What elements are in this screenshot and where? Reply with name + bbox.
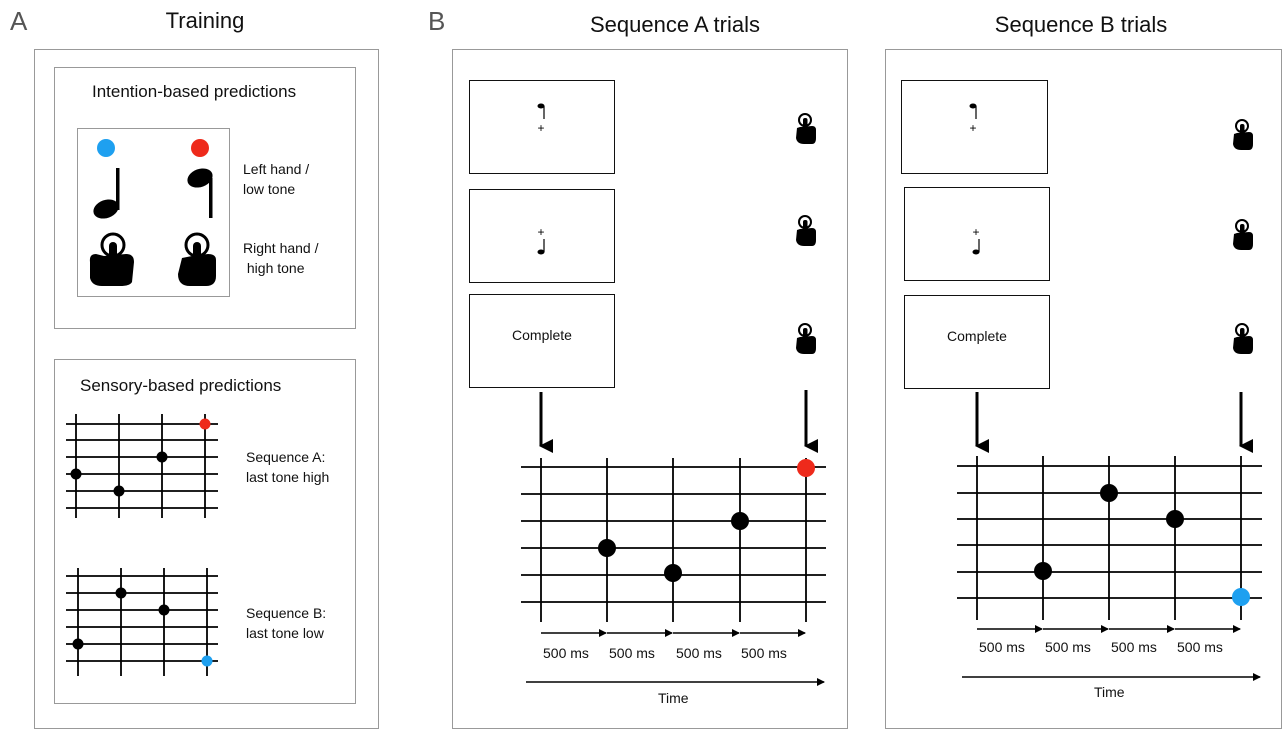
seq-b-interval-4: 500 ms	[1177, 639, 1223, 655]
right-hand-tap-icon	[178, 232, 216, 286]
low-tone-note-icon	[93, 168, 120, 219]
seq-b-interval-1: 500 ms	[979, 639, 1025, 655]
right-red-dot	[191, 139, 209, 157]
panel-b-letter: B	[428, 6, 446, 36]
seq-b-complete-text: Complete	[947, 328, 1007, 344]
seq-b-trial-note-3	[1166, 510, 1184, 528]
tap-hand-icon	[1232, 119, 1254, 151]
seq-a-screen-2-note-icon: +	[537, 225, 545, 255]
seq-b-screen-2	[904, 187, 1050, 281]
seq-a-label: Sequence A: last tone high	[246, 447, 329, 487]
seq-a-screen-1-note-icon: +	[537, 103, 545, 135]
seq-a-screen-3: Complete	[469, 294, 615, 388]
seq-b-time-label: Time	[1094, 684, 1125, 700]
seq-a-trials-title: Sequence A trials	[589, 12, 760, 37]
tap-hand-icon	[795, 323, 817, 355]
seq-a-interval-2: 500 ms	[609, 645, 655, 661]
sequence-a-staff	[66, 414, 218, 518]
seq-b-interval-3: 500 ms	[1111, 639, 1157, 655]
sensory-title: Sensory-based predictions	[80, 376, 282, 395]
seq-b-note-4-low	[201, 655, 213, 667]
seq-a-complete-text: Complete	[512, 327, 572, 343]
intention-title: Intention-based predictions	[92, 82, 297, 101]
seq-a-note-2	[113, 485, 125, 497]
seq-a-screen-1	[469, 80, 615, 174]
seq-a-trial-note-4-high	[797, 459, 815, 477]
seq-b-trial-note-4-low	[1232, 588, 1250, 606]
seq-a-interval-3: 500 ms	[676, 645, 722, 661]
seq-a-time-label: Time	[658, 690, 689, 706]
tap-hand-icon	[796, 113, 816, 144]
seq-b-label-line1: Sequence B:	[246, 605, 327, 621]
seq-a-trial-note-2	[664, 564, 682, 582]
high-tone-note-icon	[187, 168, 213, 218]
seq-a-interval-4: 500 ms	[741, 645, 787, 661]
right-hand-label: Right hand / high tone	[243, 238, 319, 278]
left-blue-dot	[97, 139, 115, 157]
seq-b-screen-1-note-icon: +	[969, 103, 977, 135]
right-hand-label-line2: high tone	[243, 260, 305, 276]
seq-a-interval-1: 500 ms	[543, 645, 589, 661]
panel-a-title: Training	[165, 8, 245, 33]
seq-b-screen-1	[901, 80, 1048, 174]
seq-b-note-1	[72, 638, 84, 650]
tap-hand-icon	[1232, 323, 1254, 355]
svg-text:+: +	[537, 225, 544, 239]
seq-a-trial-note-3	[731, 512, 749, 530]
seq-a-label-line2: last tone high	[246, 469, 330, 485]
seq-b-screen-2-note-icon: +	[972, 225, 980, 255]
seq-b-screen-3: Complete	[904, 295, 1050, 389]
svg-text:+: +	[969, 121, 976, 135]
seq-b-note-2	[115, 587, 127, 599]
intention-box	[54, 67, 356, 329]
seq-b-label-line2: last tone low	[246, 625, 324, 641]
seq-a-screen-2	[469, 189, 615, 283]
seq-b-trial-note-1	[1034, 562, 1052, 580]
sensory-box	[54, 359, 356, 704]
svg-text:+: +	[972, 225, 979, 239]
seq-a-note-4-high	[199, 418, 211, 430]
left-hand-label-line2: low tone	[243, 181, 296, 197]
seq-b-trial-staff	[957, 456, 1262, 620]
left-hand-label: Left hand / low tone	[243, 159, 309, 199]
seq-b-interval-2: 500 ms	[1045, 639, 1091, 655]
panel-a-letter: A	[10, 6, 28, 36]
seq-b-trial-note-2	[1100, 484, 1118, 502]
seq-a-label-line1: Sequence A:	[246, 449, 326, 465]
left-hand-tap-icon	[89, 232, 134, 286]
seq-a-trial-note-1	[598, 539, 616, 557]
right-hand-label-line1: Right hand /	[243, 240, 319, 256]
intention-inner-box	[77, 128, 230, 297]
left-hand-label-line1: Left hand /	[243, 161, 310, 177]
seq-a-note-1	[70, 468, 82, 480]
seq-a-note-3	[156, 451, 168, 463]
tap-hand-icon	[795, 215, 817, 247]
seq-b-note-3	[158, 604, 170, 616]
seq-b-label: Sequence B: last tone low	[246, 603, 326, 643]
svg-text:+: +	[537, 121, 544, 135]
seq-a-trial-staff	[521, 458, 826, 622]
tap-hand-icon	[1232, 219, 1254, 251]
seq-b-trials-title: Sequence B trials	[994, 12, 1168, 37]
